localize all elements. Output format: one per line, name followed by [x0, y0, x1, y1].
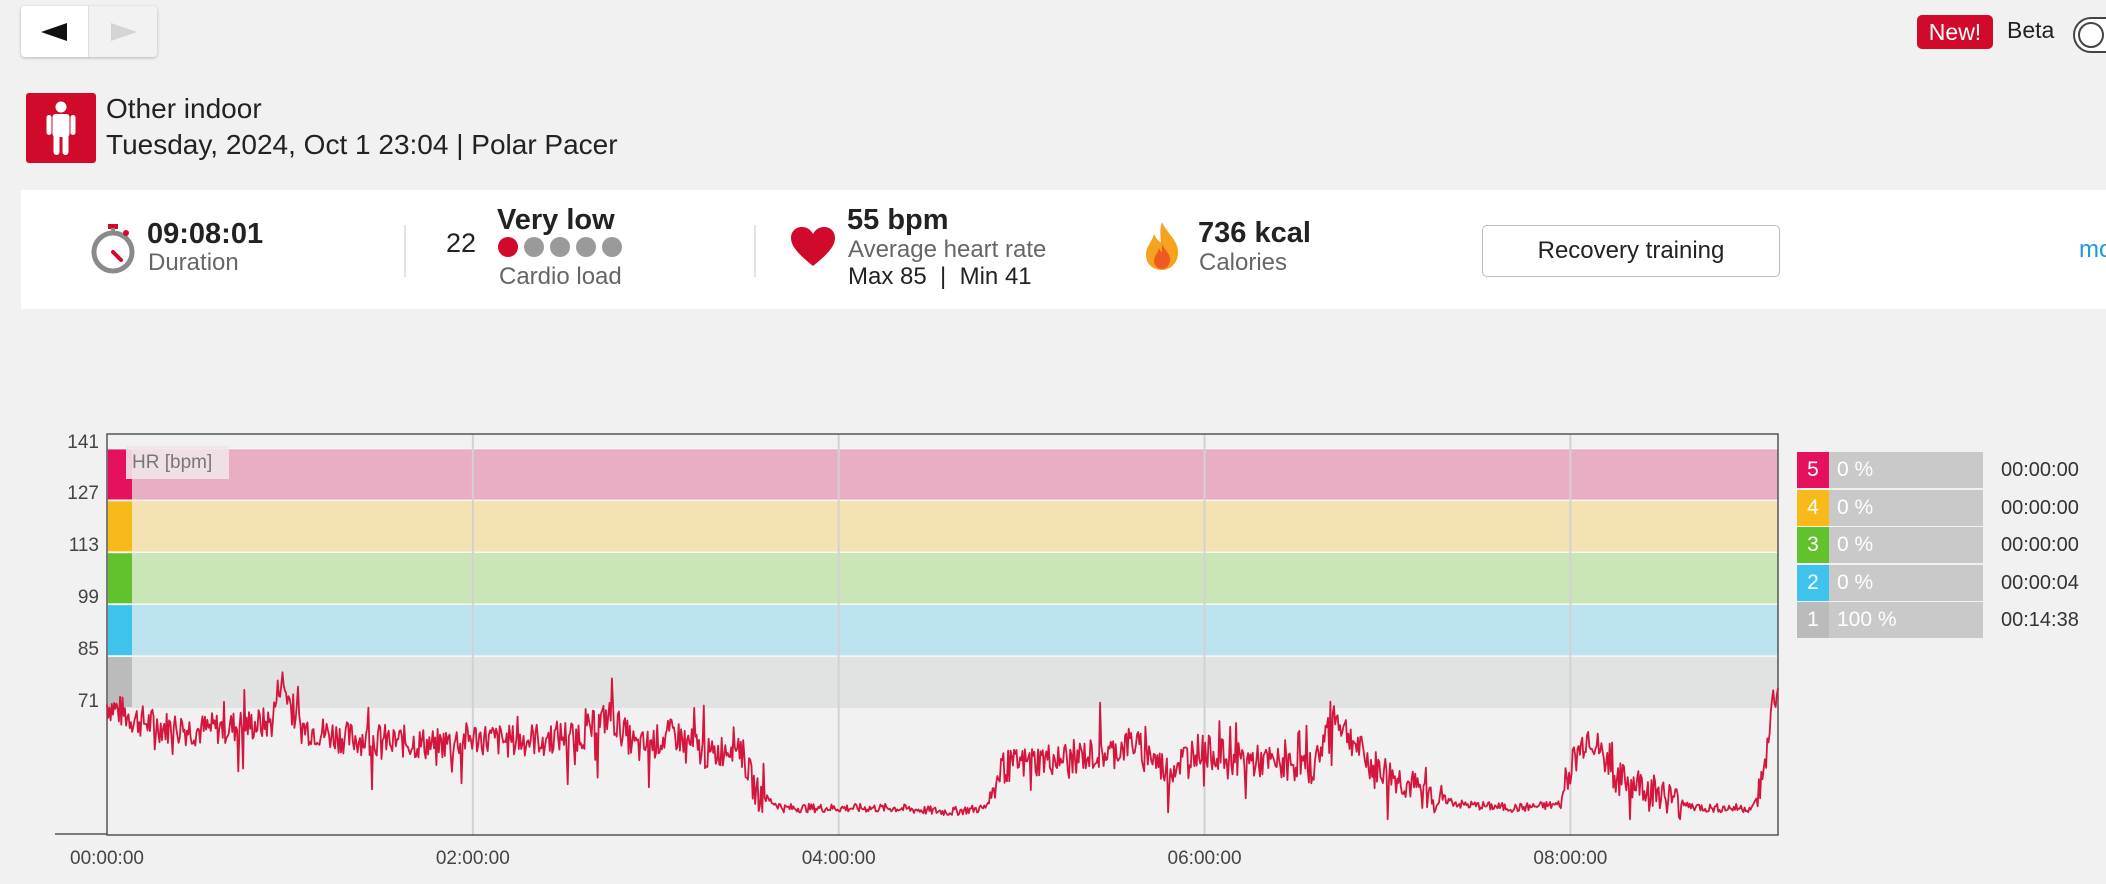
zone-number: 3: [1797, 527, 1829, 563]
zone-time: 00:14:38: [2001, 609, 2079, 631]
triangle-left-icon: [41, 22, 67, 41]
hr-chart[interactable]: HR [bpm]: [0, 420, 1790, 840]
zone-summary-row[interactable]: 5 0 %: [1797, 452, 1983, 488]
series-label: HR [bpm]: [132, 452, 212, 473]
session-info: Tuesday, 2024, Oct 1 23:04 | Polar Pacer: [106, 129, 618, 160]
zone-time: 00:00:00: [2001, 534, 2079, 556]
previous-session-button[interactable]: [21, 6, 87, 57]
zone-strip-3: [108, 553, 132, 604]
new-badge: New!: [1917, 15, 1993, 49]
zone-summary-row[interactable]: 2 0 %: [1797, 564, 1983, 601]
divider: [404, 225, 406, 277]
zone-band-3: [107, 552, 1778, 605]
zone-summary-row[interactable]: 4 0 %: [1797, 489, 1983, 526]
x-tick-label: 08:00:00: [1533, 848, 1608, 869]
y-tick-label: 127: [67, 483, 99, 505]
session-navigation: [21, 6, 157, 57]
zone-percent: 0 %: [1837, 495, 1874, 519]
calories-label: Calories: [1199, 249, 1288, 276]
flame-icon: [1146, 222, 1179, 270]
x-tick-label: 00:00:00: [70, 848, 144, 869]
hr-series-line: [106, 671, 1779, 821]
cardio-load-dot: [550, 237, 570, 257]
stopwatch-icon: [91, 224, 135, 274]
x-tick-label: 02:00:00: [435, 848, 510, 869]
zone-number: 1: [1797, 602, 1829, 638]
cardio-load-dot: [576, 237, 596, 257]
cardio-load-dot: [602, 237, 622, 257]
zone-strip-2: [108, 605, 132, 656]
cardio-load-label: Cardio load: [499, 263, 622, 290]
zone-summary-row[interactable]: 1 100 %: [1797, 602, 1983, 638]
beta-label: Beta: [2007, 17, 2055, 43]
y-tick-label: 85: [77, 639, 99, 661]
duration-label: Duration: [148, 249, 239, 276]
zone-percent: 0 %: [1837, 533, 1874, 556]
zone-percent: 0 %: [1837, 458, 1874, 481]
cardio-load-dot: [524, 237, 544, 257]
zone-band-5: [107, 448, 1778, 501]
zone-band-4: [107, 500, 1778, 553]
more-link[interactable]: mo: [2079, 236, 2106, 263]
beta-toggle[interactable]: [2073, 17, 2106, 53]
hr-max-min: Max 85 | Min 41: [848, 263, 1032, 290]
duration-value: 09:08:01: [147, 218, 264, 250]
y-tick-label: 71: [77, 691, 99, 712]
cardio-load-dot: [498, 237, 518, 257]
training-benefit-button[interactable]: Recovery training: [1482, 225, 1780, 277]
x-tick-label: 06:00:00: [1167, 848, 1242, 869]
zone-number: 4: [1797, 489, 1829, 526]
person-standing-icon: [26, 93, 96, 163]
avg-hr-value: 55 bpm: [847, 204, 949, 236]
zone-band-1: [107, 656, 1778, 708]
y-tick-label: 141: [67, 431, 99, 453]
summary-bar: 09:08:01 Duration 22 Very low Cardio loa…: [21, 190, 2106, 309]
x-tick-label: 04:00:00: [801, 848, 876, 869]
zone-number: 2: [1797, 564, 1829, 601]
series-label-box: [126, 446, 229, 479]
zone-percent: 0 %: [1837, 570, 1874, 594]
zone-time: 00:00:00: [2001, 459, 2079, 481]
zone-percent: 100 %: [1837, 608, 1897, 631]
triangle-right-icon: [110, 22, 137, 41]
zone-bands: [107, 447, 1778, 708]
divider: [754, 225, 756, 277]
next-session-button[interactable]: [88, 6, 157, 57]
zone-band-2: [107, 604, 1778, 657]
sport-name: Other indoor: [106, 93, 262, 124]
y-tick-label: 99: [77, 587, 99, 609]
toggle-knob: [2078, 22, 2104, 48]
cardio-load-level: Very low: [497, 204, 615, 236]
zone-strip-4: [108, 501, 132, 552]
y-tick-label: 113: [68, 535, 99, 557]
zone-summary-row[interactable]: 3 0 %: [1797, 527, 1983, 563]
zone-time: 00:00:00: [2001, 496, 2079, 519]
avg-hr-label: Average heart rate: [848, 236, 1047, 263]
heart-icon: [791, 227, 835, 266]
zone-number: 5: [1797, 452, 1829, 488]
zone-time: 00:00:04: [2001, 571, 2079, 594]
plot-frame: [106, 433, 1779, 836]
zone-strips: [108, 449, 132, 707]
cardio-load-value: 22: [446, 228, 477, 258]
calories-value: 736 kcal: [1198, 217, 1311, 249]
